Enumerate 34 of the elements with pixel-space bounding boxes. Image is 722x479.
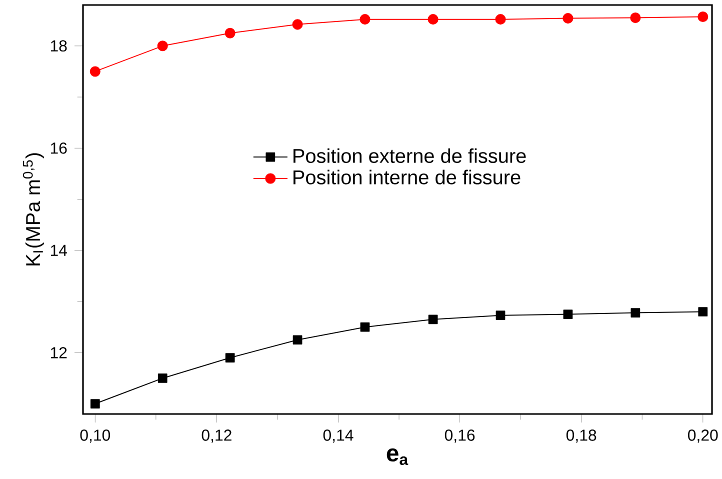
y-tick-label: 18 [50, 40, 67, 52]
point [496, 310, 506, 320]
y-axis-title: K$_{I}$(MPa m$^{0,5}$) [22, 153, 44, 266]
point [630, 308, 640, 318]
y-tick-label: 16 [50, 142, 67, 154]
point [360, 322, 370, 332]
point [698, 11, 708, 22]
x-tick-label: 0,10 [80, 430, 110, 443]
point [90, 399, 100, 408]
point [698, 307, 708, 316]
y-tick-label: 12 [50, 347, 67, 358]
point [360, 14, 370, 25]
y-tick-label: 14 [50, 244, 67, 256]
point [292, 335, 302, 345]
legend-label: Position interne de fissure [294, 170, 520, 184]
x-tick-label: 0,14 [323, 430, 354, 443]
point [158, 374, 168, 383]
point [428, 14, 438, 25]
point [225, 353, 235, 362]
x-tick-label: 0,12 [202, 430, 232, 443]
x-tick-label: 0,16 [444, 430, 475, 443]
text: e$_{a}$ [386, 448, 408, 466]
point [157, 40, 168, 52]
point [495, 14, 506, 25]
legend-label: Position externe de fissure [294, 148, 526, 163]
point [630, 12, 641, 24]
point [90, 66, 100, 77]
point [428, 314, 438, 324]
point [562, 13, 574, 24]
x-tick-label: 0,20 [688, 430, 718, 443]
point [292, 19, 303, 30]
point [224, 28, 236, 38]
x-tick-label: 0,18 [566, 430, 596, 443]
point [563, 310, 573, 319]
